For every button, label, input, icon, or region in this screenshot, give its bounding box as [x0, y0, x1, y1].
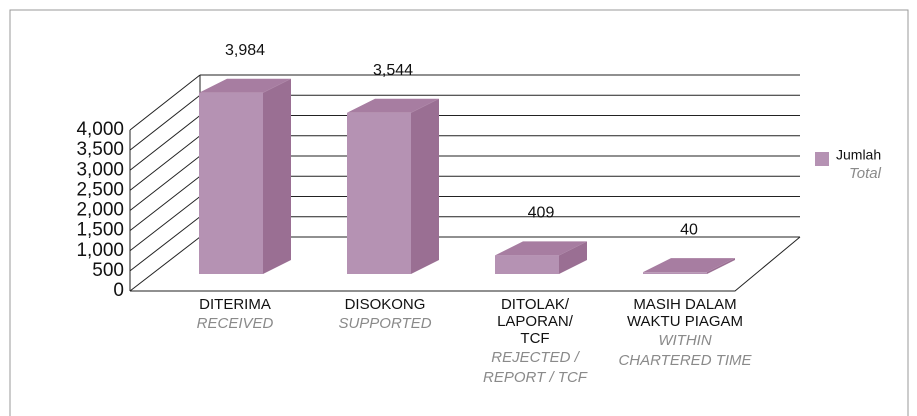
grid-line — [129, 115, 201, 171]
grid-line — [129, 196, 201, 252]
y-tick-label: 2,500 — [76, 179, 124, 200]
grid-line — [129, 216, 201, 272]
legend-label: Jumlah — [836, 147, 881, 163]
x-tick-label: DITOLAK/ — [501, 296, 570, 313]
x-tick-label: MASIH DALAM — [633, 296, 736, 313]
grid-line — [129, 135, 201, 191]
x-tick-label: DISOKONG — [345, 296, 426, 313]
x-tick-label: LAPORAN/ — [497, 313, 574, 330]
bar-side — [559, 241, 587, 274]
x-tick-label: WAKTU PIAGAM — [627, 313, 743, 330]
y-tick-label: 3,500 — [76, 139, 124, 160]
frame — [9, 9, 909, 416]
grid-line — [129, 94, 201, 151]
x-tick-label-en: REJECTED / — [491, 349, 580, 366]
grid-line — [129, 236, 201, 292]
y-tick-label: 500 — [92, 260, 124, 281]
data-label: 409 — [528, 205, 555, 222]
x-tick-label-en: CHARTERED TIME — [618, 352, 752, 369]
x-tick-label-en: RECEIVED — [197, 315, 274, 332]
legend-swatch — [815, 152, 829, 166]
data-label: 3,544 — [373, 62, 413, 79]
y-tick-label: 4,000 — [76, 119, 124, 140]
grid-line — [129, 175, 201, 232]
bar-top — [347, 98, 439, 113]
bar — [199, 92, 263, 274]
data-label: 40 — [680, 221, 698, 238]
bar-side — [707, 258, 735, 274]
x-tick-label-en: REPORT / TCF — [483, 369, 588, 386]
bar — [495, 255, 559, 274]
y-tick-label: 3,000 — [76, 159, 124, 180]
y-tick-label: 1,500 — [76, 220, 124, 241]
x-tick-label: DITERIMA — [199, 296, 271, 313]
y-tick-label: 1,000 — [76, 240, 124, 261]
bar-top — [643, 258, 735, 273]
data-label: 3,984 — [225, 42, 265, 59]
bar-side — [263, 78, 291, 274]
bar-side — [411, 98, 439, 274]
bar — [347, 112, 411, 274]
y-tick-label: 0 — [113, 280, 124, 301]
floor — [130, 236, 801, 292]
bar-top — [495, 241, 587, 256]
bar-top — [199, 78, 291, 93]
grid-line — [129, 155, 201, 211]
x-tick-label: TCF — [520, 330, 549, 347]
grid-line — [129, 74, 201, 131]
y-tick-label: 2,000 — [76, 200, 124, 221]
x-tick-label-en: SUPPORTED — [338, 315, 431, 332]
x-tick-label-en: WITHIN — [658, 332, 711, 349]
legend-label-en: Total — [849, 165, 882, 182]
bar — [643, 272, 707, 274]
